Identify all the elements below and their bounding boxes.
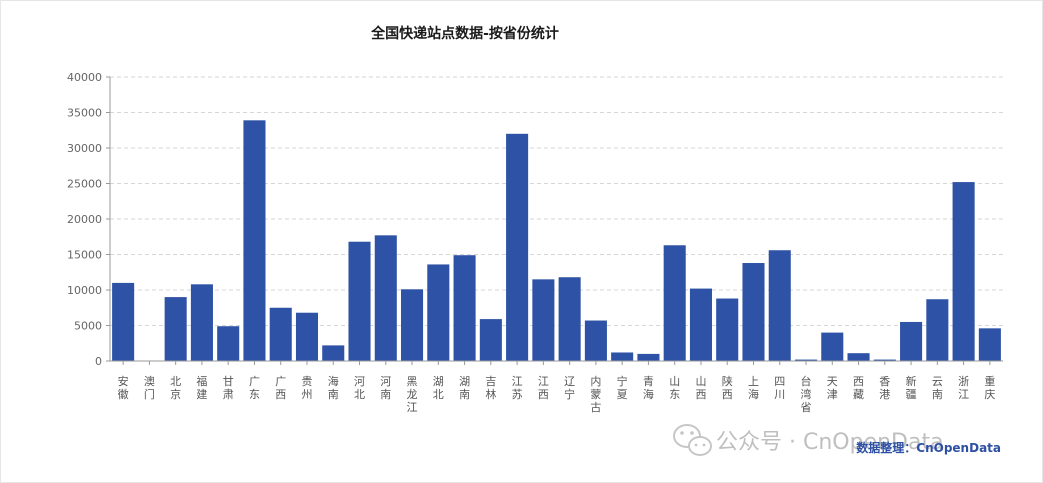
- bar-江苏: [506, 133, 529, 361]
- x-tick-label: 湖南: [459, 375, 470, 401]
- bar-宁夏: [611, 352, 634, 361]
- bar-重庆: [978, 328, 1001, 361]
- x-tick-label: 江苏: [512, 375, 523, 401]
- x-tick-label: 澳门: [144, 375, 155, 401]
- bar-河南: [374, 235, 397, 361]
- x-tick-label: 宁夏: [617, 374, 628, 401]
- bar-海南: [322, 345, 345, 361]
- x-tick-label: 江西: [538, 375, 549, 401]
- bar-吉林: [479, 319, 502, 361]
- y-tick-label: 5000: [74, 320, 102, 333]
- x-tick-label: 四川: [774, 375, 785, 401]
- x-tick-label: 贵州: [301, 375, 312, 401]
- bar-贵州: [295, 312, 319, 361]
- x-tick-label: 天津: [827, 375, 838, 401]
- watermark-text: 公众号 · CnOpenData: [716, 430, 944, 455]
- x-tick-label: 浙江: [958, 375, 969, 401]
- bar-黑龙江: [401, 289, 424, 361]
- bar-湖南: [453, 255, 476, 361]
- bar-北京: [164, 297, 187, 361]
- bar-陕西: [716, 298, 739, 361]
- y-tick-label: 0: [95, 355, 102, 368]
- y-tick-label: 30000: [67, 142, 102, 155]
- x-tick-label: 山东: [669, 375, 680, 401]
- watermark: 公众号 · CnOpenData: [673, 424, 944, 456]
- bar-安徽: [112, 282, 135, 361]
- bar-湖北: [427, 264, 450, 361]
- x-tick-label: 河南: [380, 375, 391, 401]
- x-tick-label: 内蒙古: [590, 374, 601, 414]
- x-tick-label: 广西: [275, 375, 286, 401]
- x-tick-label: 新疆: [906, 374, 917, 401]
- y-tick-label: 10000: [67, 284, 102, 297]
- bar-内蒙古: [584, 320, 607, 361]
- source-note: 数据整理：CnOpenData: [856, 440, 1001, 455]
- x-tick-label: 陕西: [722, 374, 733, 401]
- bar-西藏: [847, 353, 870, 361]
- y-tick-label: 40000: [67, 71, 102, 84]
- bar-青海: [637, 353, 660, 361]
- bar-香港: [873, 359, 896, 361]
- x-tick-label: 湖北: [433, 375, 444, 401]
- bar-浙江: [952, 182, 975, 361]
- x-tick-label: 海南: [328, 374, 339, 401]
- y-tick-label: 25000: [67, 178, 102, 191]
- bar-辽宁: [558, 277, 581, 361]
- bars: [112, 120, 1001, 361]
- bar-新疆: [900, 321, 923, 361]
- x-tick-label: 福建: [196, 374, 207, 401]
- bar-山东: [663, 245, 686, 361]
- x-tick-label: 北京: [170, 375, 181, 401]
- bar-天津: [821, 332, 844, 361]
- bar-上海: [742, 263, 765, 361]
- x-tick-label: 上海: [748, 375, 759, 401]
- x-tick-label: 安徽: [118, 374, 129, 401]
- x-tick-label: 河北: [354, 375, 365, 401]
- x-tick-label: 甘肃: [223, 375, 234, 401]
- x-tick-label: 西藏: [853, 375, 864, 401]
- bar-广东: [243, 120, 266, 361]
- y-tick-label: 20000: [67, 213, 102, 226]
- x-tick-label: 云南: [932, 375, 943, 401]
- x-tick-label: 重庆: [984, 374, 995, 401]
- bar-广西: [269, 307, 292, 361]
- x-tick-label: 黑龙江: [407, 375, 418, 414]
- bar-四川: [768, 250, 791, 361]
- bar-河北: [348, 241, 371, 361]
- x-tick-label: 香港: [879, 375, 890, 401]
- x-tick-label: 吉林: [485, 375, 496, 401]
- x-tick-label: 山西: [695, 375, 706, 401]
- x-tick-label: 广东: [249, 375, 260, 401]
- bar-江西: [532, 279, 555, 361]
- bar-台湾省: [794, 359, 818, 361]
- chart-title: 全国快递站点数据-按省份统计: [370, 25, 559, 42]
- bar-甘肃: [217, 326, 240, 361]
- wechat-icon: [673, 424, 712, 456]
- x-tick-label: 青海: [643, 375, 654, 401]
- y-tick-label: 15000: [67, 249, 102, 262]
- y-axis: 0 5000 10000 15000 20000 25000 30000 35000 40000: [67, 71, 111, 368]
- y-tick-label: 35000: [67, 107, 102, 120]
- bar-山西: [689, 288, 712, 361]
- bar-福建: [190, 284, 213, 361]
- x-tick-label: 辽宁: [564, 375, 575, 401]
- bar-云南: [926, 299, 949, 361]
- x-tick-label: 台湾省: [801, 374, 812, 414]
